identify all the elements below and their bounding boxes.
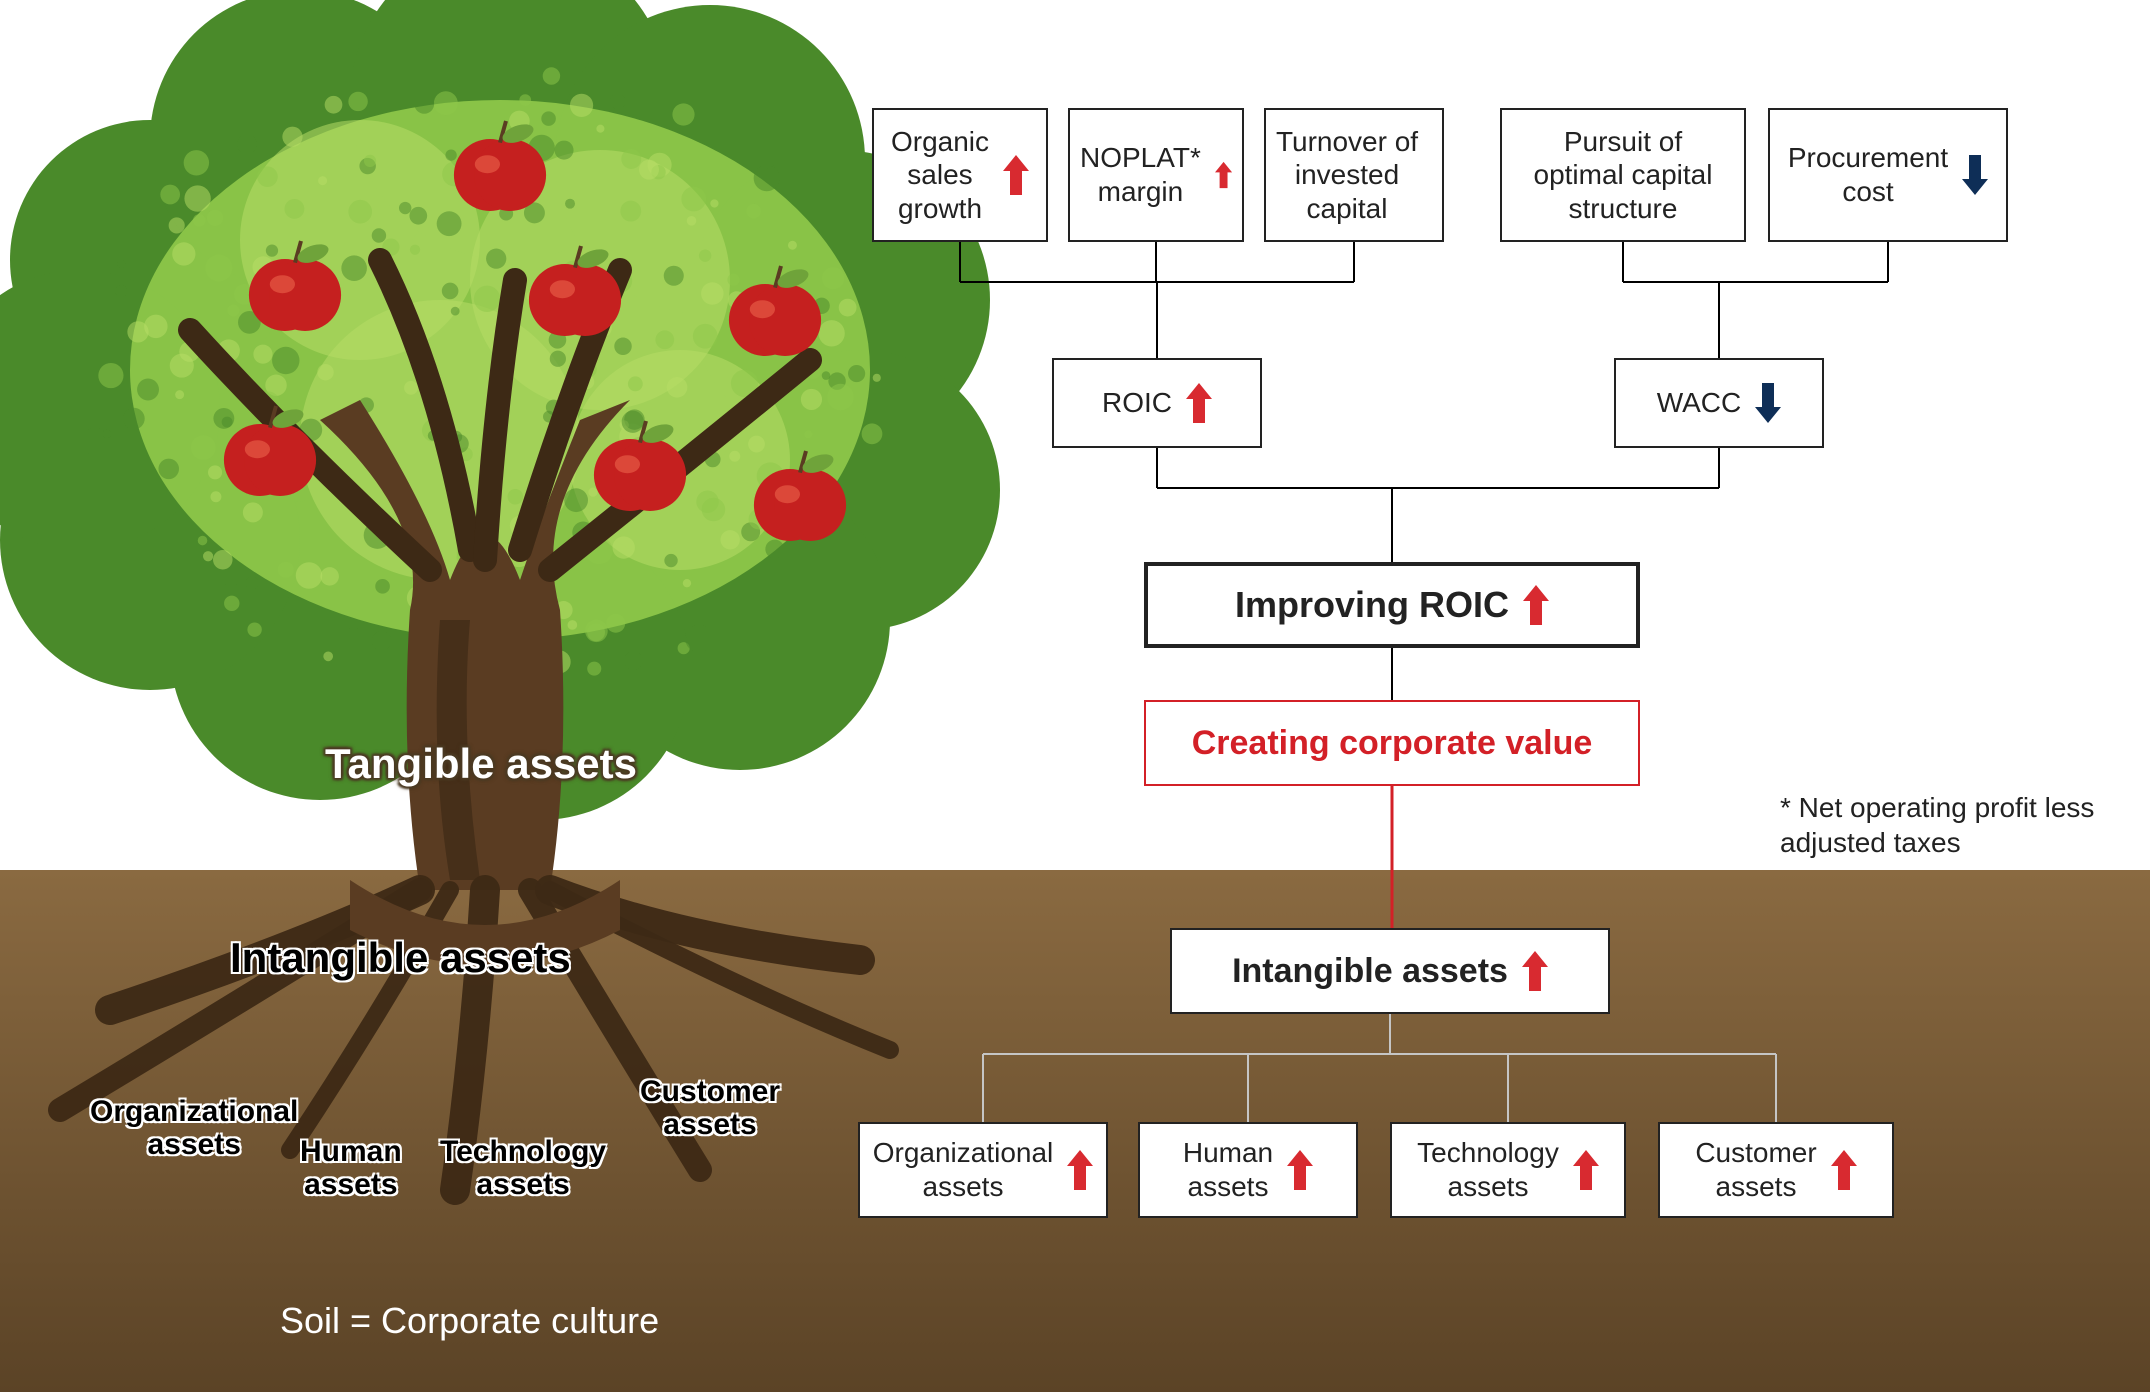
arrow-up-icon xyxy=(1067,1150,1093,1190)
top-metric-box-3: Pursuit of optimal capital structure xyxy=(1500,108,1746,242)
tangible-assets-label: Tangible assets xyxy=(325,740,637,788)
box-label: Human assets xyxy=(1183,1136,1273,1203)
improving-roic-box: Improving ROIC xyxy=(1144,562,1640,648)
apple-icon xyxy=(529,246,621,336)
box-label: Creating corporate value xyxy=(1192,723,1593,764)
box-label: Improving ROIC xyxy=(1235,583,1509,626)
apple-icon xyxy=(454,121,546,211)
root-asset-label-3: Customer assets xyxy=(640,1075,780,1141)
apple-icon xyxy=(249,241,341,331)
box-label: Organizational assets xyxy=(873,1136,1054,1203)
top-metric-box-0: Organic sales growth xyxy=(872,108,1048,242)
intangible-sub-box-3: Customer assets xyxy=(1658,1122,1894,1218)
arrow-up-icon xyxy=(1287,1150,1313,1190)
arrow-down-icon xyxy=(1755,383,1781,423)
intangible-sub-box-1: Human assets xyxy=(1138,1122,1358,1218)
apple-icon xyxy=(729,266,821,356)
box-label: Customer assets xyxy=(1695,1136,1816,1203)
box-label: ROIC xyxy=(1102,386,1172,420)
arrow-up-icon xyxy=(1215,155,1232,195)
infographic-stage: Organic sales growth NOPLAT* margin Turnov… xyxy=(0,0,2150,1392)
box-label: NOPLAT* margin xyxy=(1080,141,1201,208)
tree-canopy xyxy=(0,0,1000,820)
root-asset-label-2: Technology assets xyxy=(440,1135,606,1201)
box-label: Turnover of invested capital xyxy=(1276,125,1418,226)
top-metric-box-2: Turnover of invested capital xyxy=(1264,108,1444,242)
soil-equals-label: Soil = Corporate culture xyxy=(280,1300,659,1342)
apple-icon xyxy=(594,421,686,511)
top-metric-box-4: Procurement cost xyxy=(1768,108,2008,242)
apple-icon xyxy=(754,451,846,541)
root-asset-label-0: Organizational assets xyxy=(90,1095,298,1161)
arrow-up-icon xyxy=(1573,1150,1599,1190)
arrow-up-icon xyxy=(1186,383,1212,423)
box-label: Organic sales growth xyxy=(891,125,989,226)
creating-value-box: Creating corporate value xyxy=(1144,700,1640,786)
root-asset-label-1: Human assets xyxy=(300,1135,402,1201)
intangible-sub-box-2: Technology assets xyxy=(1390,1122,1626,1218)
box-label: Procurement cost xyxy=(1788,141,1948,208)
box-label: WACC xyxy=(1657,386,1742,420)
box-label: Intangible assets xyxy=(1232,951,1508,992)
arrow-up-icon xyxy=(1003,155,1029,195)
box-label: Pursuit of optimal capital structure xyxy=(1534,125,1713,226)
box-label: Technology assets xyxy=(1417,1136,1559,1203)
intangible-sub-box-0: Organizational assets xyxy=(858,1122,1108,1218)
arrow-up-icon xyxy=(1522,951,1548,991)
apple-icon xyxy=(224,406,316,496)
arrow-up-icon xyxy=(1523,585,1549,625)
wacc-box: WACC xyxy=(1614,358,1824,448)
intangible-assets-label: Intangible assets xyxy=(230,935,571,981)
footnote-text: * Net operating profit less adjusted tax… xyxy=(1780,790,2150,860)
apples xyxy=(224,121,846,541)
top-metric-box-1: NOPLAT* margin xyxy=(1068,108,1244,242)
arrow-down-icon xyxy=(1962,155,1988,195)
roic-box: ROIC xyxy=(1052,358,1262,448)
arrow-up-icon xyxy=(1831,1150,1857,1190)
intangible-assets-box: Intangible assets xyxy=(1170,928,1610,1014)
